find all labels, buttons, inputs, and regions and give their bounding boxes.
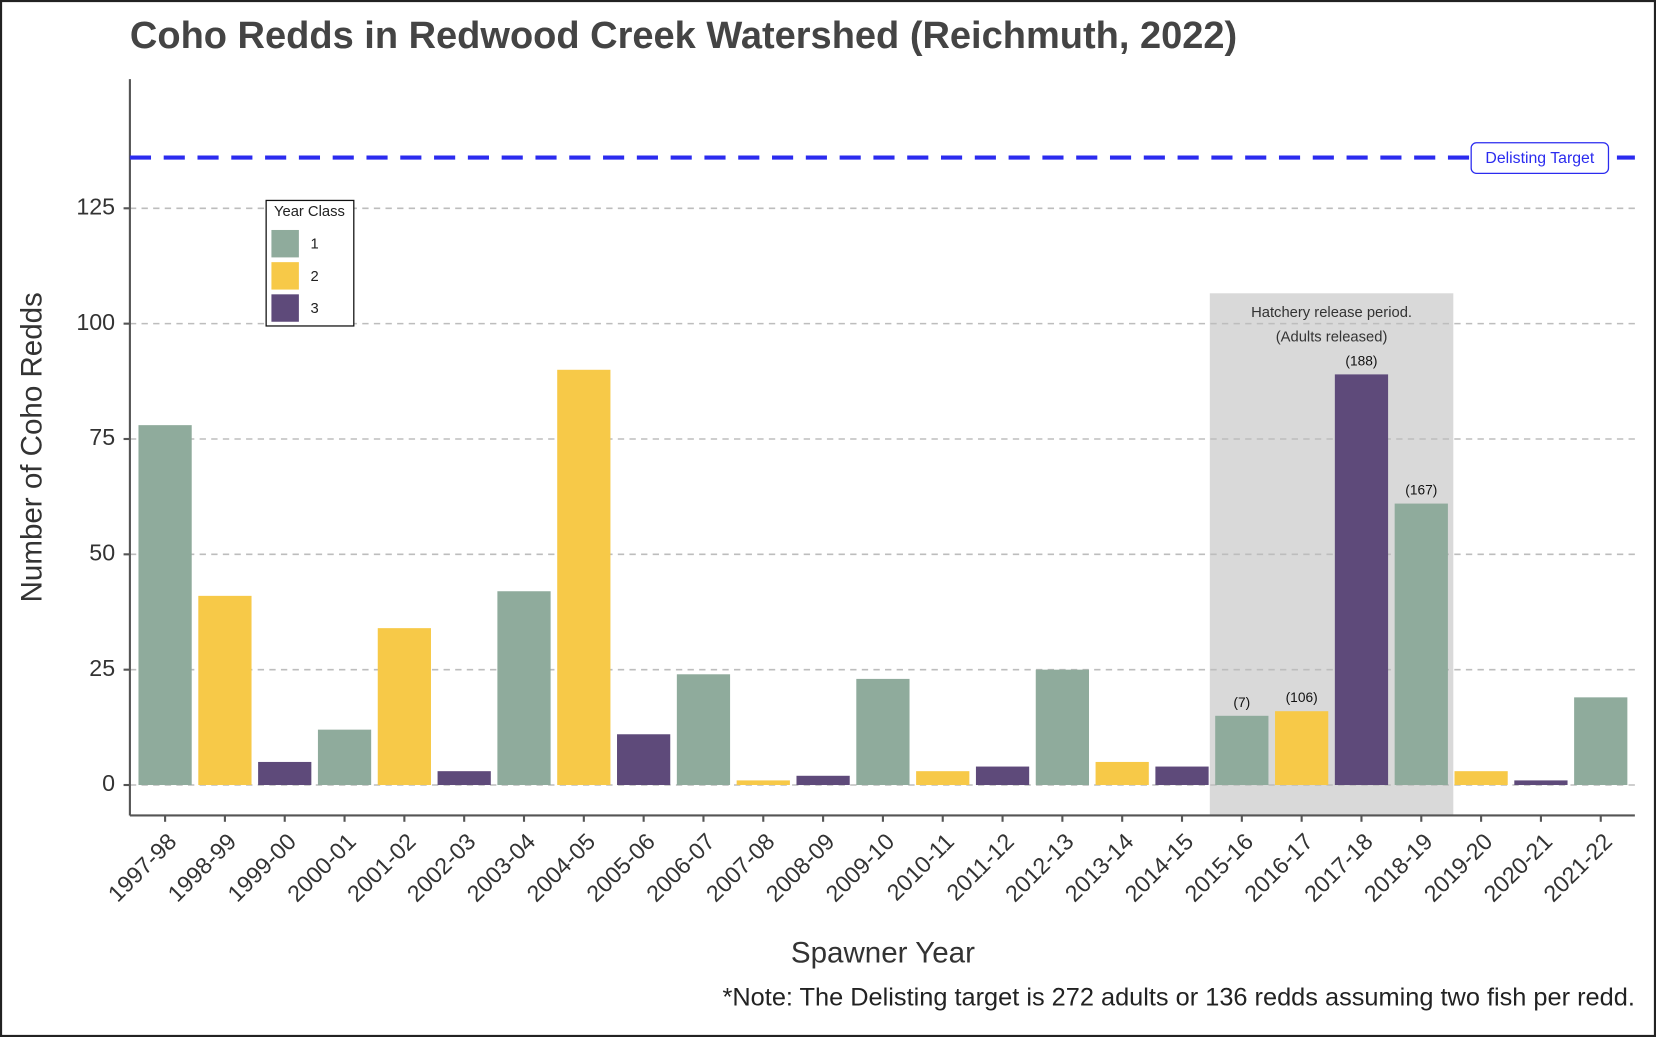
legend-title: Year Class: [274, 204, 345, 220]
bar: [497, 591, 551, 786]
bar: [796, 775, 850, 786]
bar: [557, 369, 611, 786]
legend-label: 3: [311, 301, 319, 317]
legend-swatch: [271, 294, 299, 322]
y-tick-label: 75: [89, 424, 115, 450]
legend-label: 2: [311, 269, 319, 285]
target-label-box: [1470, 142, 1610, 175]
bar: [856, 678, 910, 786]
bar: [1574, 697, 1628, 786]
legend-swatch: [271, 229, 299, 258]
hatchery-note: (Adults released): [1276, 329, 1388, 345]
bar: [736, 780, 790, 786]
bar: [1394, 503, 1448, 786]
y-tick-label: 125: [76, 193, 115, 219]
bar: [916, 771, 970, 786]
bar: [1095, 761, 1149, 786]
bar: [1275, 711, 1329, 786]
bar: [377, 628, 431, 786]
bar: [975, 766, 1030, 786]
y-tick-label: 100: [76, 309, 115, 335]
legend-swatch: [271, 262, 299, 290]
bar: [258, 761, 312, 786]
adults-released-label: (7): [1233, 695, 1250, 710]
bar: [676, 674, 731, 786]
target-label: Delisting Target: [1485, 150, 1594, 167]
y-tick-label: 0: [102, 770, 115, 796]
bar: [1334, 374, 1389, 786]
bar: [1035, 669, 1089, 786]
x-axis-label: Spawner Year: [791, 937, 975, 970]
bar: [317, 729, 372, 786]
bar: [138, 425, 192, 786]
chart-title: Coho Redds in Redwood Creek Watershed (R…: [130, 15, 1237, 57]
bar: [1215, 715, 1269, 786]
y-tick-label: 25: [89, 655, 115, 681]
bar: [1514, 780, 1568, 786]
y-axis-label: Number of Coho Redds: [16, 292, 49, 602]
bar: [198, 595, 252, 786]
adults-released-label: (188): [1345, 353, 1377, 368]
bar: [617, 734, 671, 786]
bar: [1454, 771, 1508, 786]
hatchery-note: Hatchery release period.: [1251, 305, 1412, 321]
bar: [1155, 766, 1209, 786]
adults-released-label: (106): [1286, 690, 1318, 705]
bar: [437, 771, 491, 786]
y-tick-label: 50: [89, 539, 115, 565]
note: *Note: The Delisting target is 272 adult…: [723, 984, 1635, 1012]
adults-released-label: (167): [1405, 483, 1437, 498]
legend-label: 1: [311, 237, 319, 253]
